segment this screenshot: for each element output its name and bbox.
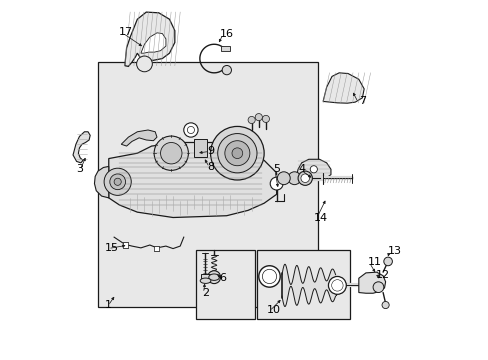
Circle shape <box>210 126 264 180</box>
Circle shape <box>372 282 383 293</box>
Text: 1: 1 <box>105 300 112 310</box>
Polygon shape <box>124 12 175 66</box>
Circle shape <box>383 257 391 266</box>
Circle shape <box>258 266 280 287</box>
Circle shape <box>270 177 283 190</box>
Text: 14: 14 <box>313 212 327 222</box>
Ellipse shape <box>200 278 210 283</box>
Text: 11: 11 <box>367 257 381 267</box>
Circle shape <box>110 174 125 190</box>
Text: 3: 3 <box>77 164 83 174</box>
Polygon shape <box>358 272 385 293</box>
Text: 10: 10 <box>266 305 281 315</box>
Circle shape <box>114 178 121 185</box>
Text: 13: 13 <box>386 247 401 256</box>
Bar <box>123 242 128 248</box>
Circle shape <box>328 276 346 294</box>
Circle shape <box>231 148 242 158</box>
Circle shape <box>331 280 343 291</box>
Circle shape <box>298 171 312 185</box>
Text: 2: 2 <box>201 288 208 297</box>
Circle shape <box>222 66 231 75</box>
Circle shape <box>262 115 269 122</box>
Text: 16: 16 <box>219 28 233 39</box>
Bar <box>257 249 349 319</box>
Polygon shape <box>108 143 276 217</box>
Text: 6: 6 <box>219 273 226 283</box>
Circle shape <box>224 141 249 166</box>
Circle shape <box>207 271 220 284</box>
Polygon shape <box>141 33 165 53</box>
Ellipse shape <box>208 274 219 280</box>
Circle shape <box>187 126 194 134</box>
Bar <box>98 62 317 307</box>
Circle shape <box>154 136 188 170</box>
Circle shape <box>217 134 257 173</box>
Circle shape <box>309 166 317 173</box>
Bar <box>220 46 229 50</box>
Text: 8: 8 <box>206 162 214 172</box>
Circle shape <box>247 116 255 123</box>
Text: 7: 7 <box>358 96 365 107</box>
Text: 9: 9 <box>206 147 214 157</box>
Bar <box>194 139 206 157</box>
Polygon shape <box>121 130 157 146</box>
Circle shape <box>262 269 276 284</box>
Circle shape <box>160 143 182 164</box>
Text: 17: 17 <box>119 27 133 37</box>
Polygon shape <box>323 73 364 103</box>
Text: 5: 5 <box>272 164 280 174</box>
Circle shape <box>300 174 309 183</box>
Bar <box>196 249 255 319</box>
Polygon shape <box>296 159 330 180</box>
Polygon shape <box>94 166 108 198</box>
Circle shape <box>287 172 300 185</box>
Bar <box>201 274 210 280</box>
Circle shape <box>255 113 262 121</box>
Circle shape <box>277 172 290 185</box>
Circle shape <box>136 56 152 72</box>
Circle shape <box>381 301 388 309</box>
Text: 15: 15 <box>105 243 119 253</box>
Polygon shape <box>73 132 90 163</box>
Bar <box>154 246 159 251</box>
Circle shape <box>183 123 198 137</box>
Text: 12: 12 <box>375 270 389 280</box>
Text: 4: 4 <box>298 164 305 174</box>
Circle shape <box>104 168 131 195</box>
